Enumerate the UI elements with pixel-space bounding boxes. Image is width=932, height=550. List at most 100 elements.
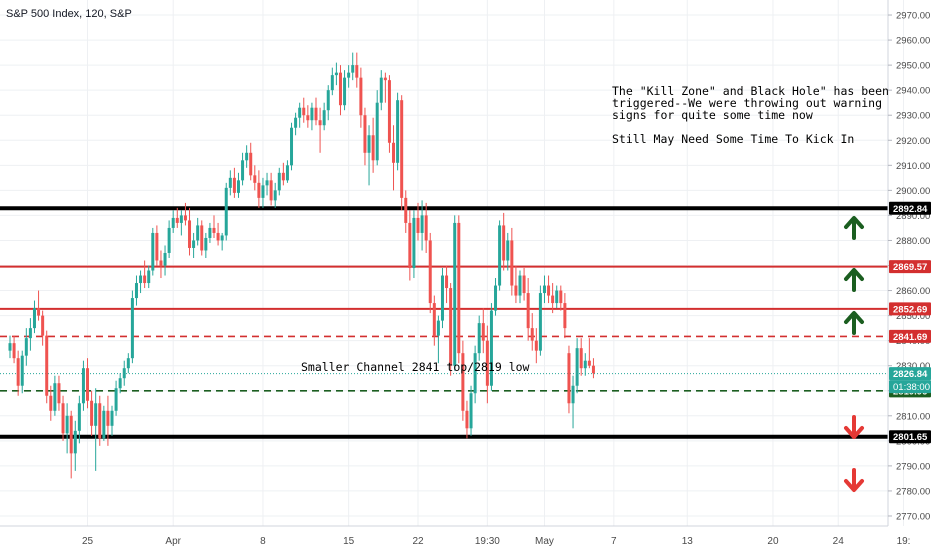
- candle-body: [396, 100, 400, 163]
- x-tick-label: 19:30: [475, 536, 500, 547]
- candle-body: [277, 172, 281, 191]
- candle-body: [24, 338, 28, 356]
- candle-body: [204, 237, 208, 251]
- candle-body: [118, 378, 122, 389]
- y-tick-label: 2920.00: [896, 136, 930, 147]
- candle-body: [261, 185, 265, 198]
- candle-body: [534, 340, 538, 351]
- level-price-label-bg: [889, 329, 931, 343]
- candle-body: [8, 343, 12, 351]
- y-tick-label: 2970.00: [896, 11, 930, 22]
- candle-body: [457, 222, 461, 354]
- chart-title: S&P 500 Index, 120, S&P: [6, 8, 132, 20]
- candle-body: [420, 215, 424, 233]
- candle-body: [200, 225, 204, 251]
- x-tick-label: 19:: [897, 536, 911, 547]
- candle-body: [310, 107, 314, 121]
- candle-body: [175, 217, 179, 223]
- price-labels: 2892.842869.572852.692841.692819.962801.…: [889, 201, 931, 444]
- candle-body: [147, 270, 151, 284]
- candle-body: [502, 225, 506, 261]
- candle-body: [485, 340, 489, 386]
- candle-body: [322, 110, 326, 126]
- x-tick-label: 7: [611, 536, 617, 547]
- candle-body: [408, 222, 412, 269]
- x-tick-label: May: [535, 536, 554, 547]
- arrow-up-icon: [844, 216, 864, 240]
- candle-body: [469, 393, 473, 429]
- candle-body: [424, 215, 428, 241]
- candle-body: [473, 353, 477, 394]
- candle-body: [404, 197, 408, 223]
- level-price-label: 2869.57: [893, 262, 927, 273]
- candle-body: [69, 415, 73, 454]
- candle-body: [587, 360, 591, 366]
- candle-body: [90, 400, 94, 426]
- candle-body: [294, 117, 298, 128]
- candle-body: [253, 175, 257, 183]
- candle-body: [436, 320, 440, 336]
- candle-body: [273, 190, 277, 201]
- candle-body: [567, 353, 571, 404]
- candle-body: [65, 415, 69, 434]
- candle-body: [326, 90, 330, 111]
- candle-body: [110, 410, 114, 426]
- candle-body: [355, 65, 359, 78]
- y-tick-label: 2850.00: [896, 311, 930, 322]
- candle-body: [375, 102, 379, 161]
- candle-body: [338, 72, 342, 106]
- candle-body: [563, 303, 567, 329]
- candle-body: [392, 142, 396, 163]
- candle-body: [53, 383, 57, 411]
- level-price-label: 2852.69: [893, 304, 927, 315]
- candle-body: [449, 288, 453, 366]
- candle-body: [428, 240, 432, 304]
- candle-body: [179, 215, 183, 223]
- candle-body: [98, 403, 102, 439]
- kick-in-note: Still May Need Some Time To Kick In: [612, 132, 854, 146]
- candle-body: [445, 275, 449, 289]
- candle-body: [489, 310, 493, 386]
- y-tick-label: 2880.00: [896, 236, 930, 247]
- candle-body: [81, 368, 85, 404]
- candle-body: [579, 348, 583, 369]
- candle-body: [412, 217, 416, 269]
- candle-body: [538, 293, 542, 351]
- y-tick-label: 2890.00: [896, 211, 930, 222]
- arrow-markers: [844, 216, 864, 492]
- candle-body: [45, 335, 49, 396]
- candle-body: [440, 275, 444, 321]
- y-tick-label: 2790.00: [896, 461, 930, 472]
- candle-body: [94, 403, 98, 426]
- candle-body: [387, 80, 391, 143]
- candle-body: [526, 293, 530, 329]
- candle-body: [188, 220, 192, 248]
- candle-body: [542, 285, 546, 294]
- candle-body: [249, 152, 253, 176]
- kill-zone-line-1: The "Kill Zone" and Black Hole" has been: [612, 84, 889, 98]
- candle-body: [571, 385, 575, 404]
- candle-body: [416, 217, 420, 233]
- candle-body: [216, 232, 220, 241]
- candle-body: [367, 135, 371, 153]
- y-tick-label: 2910.00: [896, 161, 930, 172]
- candle-body: [228, 177, 232, 188]
- candle-body: [461, 353, 465, 411]
- candle-body: [126, 358, 130, 369]
- last-price-label: 2826.84: [893, 369, 928, 380]
- level-price-label: 2801.65: [893, 432, 928, 443]
- candle-body: [371, 135, 375, 161]
- candle-body: [37, 308, 41, 316]
- candle-body: [285, 165, 289, 181]
- candle-body: [269, 180, 273, 201]
- y-tick-label: 2900.00: [896, 186, 930, 197]
- y-tick-label: 2830.00: [896, 361, 930, 372]
- candle-body: [506, 240, 510, 261]
- candle-body: [347, 72, 351, 78]
- candle-body: [555, 290, 559, 304]
- kill-zone-line-2: triggered--We were throwing out warning: [612, 96, 882, 110]
- candle-body: [196, 225, 200, 241]
- candle-body: [114, 388, 118, 411]
- candle-body: [290, 127, 294, 166]
